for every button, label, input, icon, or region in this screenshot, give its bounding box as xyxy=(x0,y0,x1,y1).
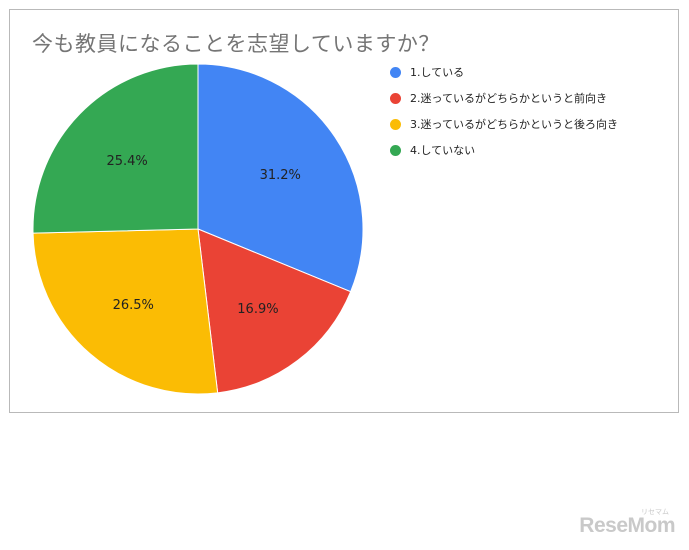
resemom-logo: ReseMom リセマム xyxy=(579,509,675,538)
pie-slice-2 xyxy=(197,228,352,394)
legend-swatch xyxy=(390,144,401,156)
legend-swatch xyxy=(390,118,401,130)
pie-chart: 31.2% 16.9% 26.5% 25.4% xyxy=(32,63,364,395)
legend-label: 2.迷っているがどちらかというと前向き xyxy=(410,92,607,105)
logo-text: ReseMom xyxy=(579,514,675,537)
logo-small-text: リセマム xyxy=(641,509,669,516)
slice-label-3: 26.5% xyxy=(113,298,154,313)
legend-item-2: 2.迷っているがどちらかというと前向き xyxy=(390,90,618,106)
legend-label: 4.していない xyxy=(410,144,476,157)
legend-swatch xyxy=(390,66,401,78)
slice-label-1: 31.2% xyxy=(260,168,301,183)
legend-label: 3.迷っているがどちらかというと後ろ向き xyxy=(410,118,618,131)
legend-item-4: 4.していない xyxy=(390,142,618,158)
legend-item-1: 1.している xyxy=(390,64,618,80)
slice-label-2: 16.9% xyxy=(237,302,278,317)
chart-title: 今も教員になることを志望していますか？ xyxy=(32,32,440,56)
legend-swatch xyxy=(390,92,401,104)
pie-slice-4 xyxy=(32,63,199,234)
legend-label: 1.している xyxy=(410,66,465,79)
slice-label-4: 25.4% xyxy=(106,154,147,169)
pie-slice-3 xyxy=(32,228,219,395)
chart-legend: 1.している 2.迷っているがどちらかというと前向き 3.迷っているがどちらかという… xyxy=(390,64,618,168)
legend-item-3: 3.迷っているがどちらかというと後ろ向き xyxy=(390,116,618,132)
pie-slice-1 xyxy=(197,63,364,293)
chart-frame: 今も教員になることを志望していますか？ 31.2% 16.9% 26.5% 25.4%… xyxy=(9,9,679,413)
